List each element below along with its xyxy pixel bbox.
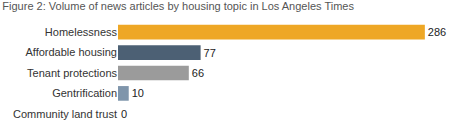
- svg-text:66: 66: [192, 67, 204, 79]
- svg-text:Affordable housing: Affordable housing: [25, 46, 117, 58]
- svg-text:77: 77: [204, 47, 216, 59]
- svg-text:Figure 2: Volume of news artic: Figure 2: Volume of news articles by hou…: [2, 0, 354, 12]
- svg-text:10: 10: [132, 87, 144, 99]
- svg-text:Homelessness: Homelessness: [45, 26, 118, 38]
- svg-text:286: 286: [428, 26, 446, 38]
- svg-text:Gentrification: Gentrification: [52, 87, 117, 99]
- svg-text:Tenant protections: Tenant protections: [27, 67, 117, 79]
- svg-text:0: 0: [121, 108, 127, 120]
- svg-text:Community land trust: Community land trust: [13, 108, 117, 120]
